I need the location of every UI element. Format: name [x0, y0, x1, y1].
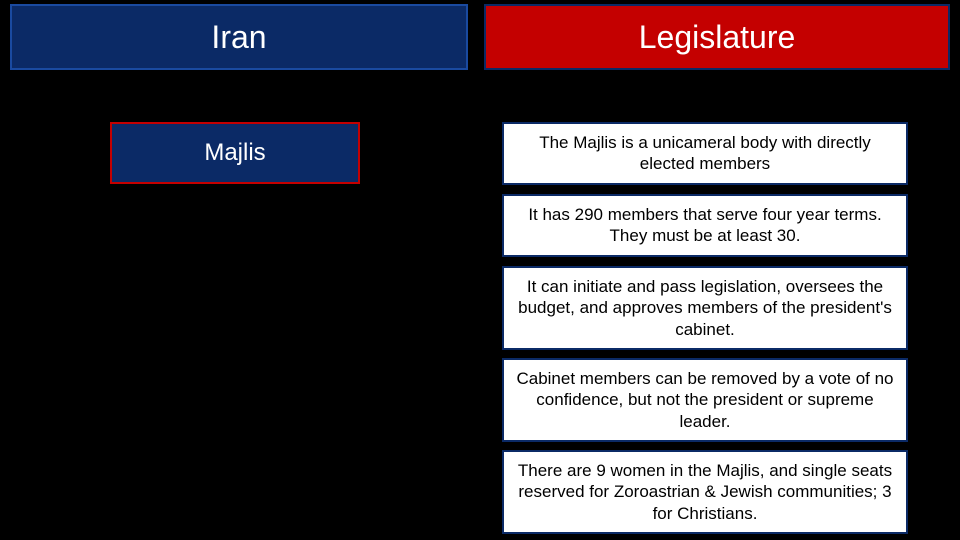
fact-box-3: It can initiate and pass legislation, ov… — [502, 266, 908, 350]
fact-box-2: It has 290 members that serve four year … — [502, 194, 908, 257]
fact-box-4: Cabinet members can be removed by a vote… — [502, 358, 908, 442]
slide: Iran Legislature Majlis The Majlis is a … — [0, 0, 960, 540]
fact-box-1: The Majlis is a unicameral body with dir… — [502, 122, 908, 185]
header-left-box: Iran — [10, 4, 468, 70]
header-left-title: Iran — [211, 19, 266, 56]
fact-box-5: There are 9 women in the Majlis, and sin… — [502, 450, 908, 534]
header-right-box: Legislature — [484, 4, 950, 70]
majlis-box: Majlis — [110, 122, 360, 184]
majlis-label: Majlis — [204, 139, 265, 167]
header-right-title: Legislature — [639, 19, 796, 56]
